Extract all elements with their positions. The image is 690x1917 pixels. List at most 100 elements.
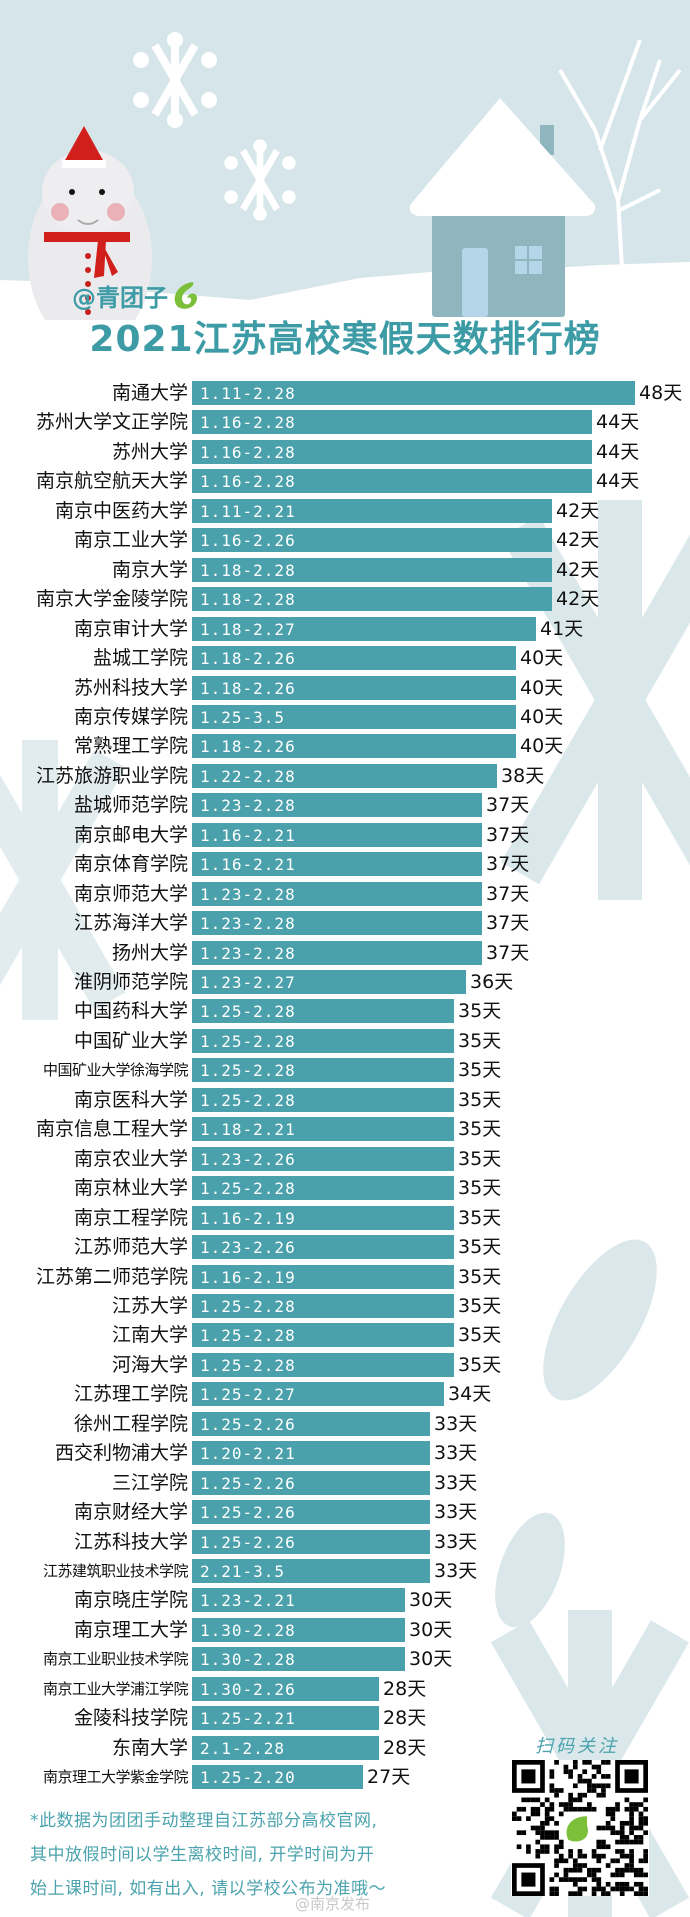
date-range-label: 1.18-2.21 [200,1120,296,1140]
bar [192,1323,454,1348]
school-name: 河海大学 [111,1353,188,1376]
bar-row: 南京医科大学 1.25-2.28 35天 [0,1087,690,1112]
bar-row: 江苏建筑职业技术学院 2.21-3.5 33天 [0,1559,690,1583]
days-unit: 天 [580,558,600,581]
bar [192,1617,405,1642]
school-name: 南京理工大学紫金学院 [42,1768,189,1787]
bar [192,734,516,759]
school-name: 江苏理工学院 [73,1383,188,1406]
bar [192,646,516,671]
days-value: 33 [434,1560,459,1582]
days-label: 38天 [501,764,544,788]
date-range-label: 1.11-2.21 [200,501,296,521]
days-value: 37 [486,794,511,817]
days-value: 30 [409,1648,434,1671]
days-value: 44 [596,440,621,463]
school-name: 江苏建筑职业技术学院 [42,1562,189,1580]
date-range-label: 1.25-2.26 [200,1503,296,1523]
school-name: 徐州工程学院 [73,1412,188,1435]
days-label: 28天 [383,1736,426,1760]
days-label: 35天 [458,1117,501,1141]
days-value: 33 [434,1530,459,1553]
bar-row: 南京大学金陵学院 1.18-2.28 42天 [0,587,690,612]
days-label: 28天 [383,1706,426,1730]
date-range-label: 1.25-2.28 [200,1031,296,1051]
bar [192,763,497,788]
days-value: 33 [434,1471,459,1494]
date-range-label: 1.25-2.28 [200,1090,296,1110]
days-label: 35天 [458,1147,501,1171]
school-name: 南京传媒学院 [73,705,188,728]
days-value: 37 [486,882,511,905]
bar [192,1087,454,1112]
days-label: 35天 [458,1206,501,1230]
bar-row: 徐州工程学院 1.25-2.26 33天 [0,1411,690,1436]
school-name: 中国矿业大学 [73,1029,188,1052]
days-value: 42 [556,529,581,552]
days-value: 35 [458,1088,483,1111]
header-illustration [0,32,690,320]
bar [192,1382,444,1407]
date-range-label: 1.25-2.28 [200,1061,296,1081]
days-unit: 天 [510,853,530,876]
date-range-label: 1.25-2.28 [200,1002,296,1022]
days-value: 35 [458,1029,483,1052]
days-label: 35天 [458,1176,501,1200]
days-unit: 天 [433,1648,453,1671]
days-unit: 天 [458,1412,478,1435]
school-name: 江苏海洋大学 [73,912,188,935]
school-name: 南京体育学院 [73,853,188,876]
days-value: 35 [458,1236,483,1259]
watermark: @南京发布 [295,1895,371,1913]
bar [192,587,552,612]
bar-row: 南京工业大学浦江学院 1.30-2.26 28天 [0,1676,690,1701]
leaf-logo-icon [174,282,197,309]
date-range-label: 1.18-2.28 [200,590,296,610]
days-value: 38 [501,764,526,787]
bar [192,1765,363,1790]
school-name: 东南大学 [111,1736,188,1759]
days-label: 33天 [434,1412,477,1436]
qr-code[interactable] [511,1760,649,1896]
days-unit: 天 [482,1353,502,1376]
school-name: 江苏师范大学 [73,1236,188,1259]
date-range-label: 1.18-2.27 [200,619,296,639]
date-range-label: 1.23-2.28 [200,796,296,816]
days-unit: 天 [620,411,640,434]
school-name: 南京中医药大学 [54,499,188,522]
bar [192,498,552,523]
school-name: 江苏旅游职业学院 [35,764,188,787]
bar [192,704,516,729]
days-label: 44天 [596,469,639,493]
days-unit: 天 [580,529,600,552]
school-name: 盐城工学院 [92,647,188,670]
days-value: 40 [520,705,545,728]
date-range-label: 1.16-2.19 [200,1267,296,1287]
days-unit: 天 [482,1118,502,1141]
school-name: 南京晓庄学院 [73,1589,188,1612]
days-value: 41 [540,617,565,640]
days-unit: 天 [525,764,545,787]
days-unit: 天 [564,617,584,640]
bar-row: 苏州科技大学 1.18-2.26 40天 [0,675,690,700]
bar-row: 江苏海洋大学 1.23-2.28 37天 [0,911,690,936]
days-unit: 天 [510,823,530,846]
bar [192,1676,379,1701]
date-range-label: 1.25-2.27 [200,1385,296,1405]
school-name: 南京邮电大学 [73,823,188,846]
bar-row: 南京邮电大学 1.16-2.21 37天 [0,822,690,847]
days-label: 35天 [458,1294,501,1318]
bar-row: 南京工业大学 1.16-2.26 42天 [0,528,690,553]
days-value: 42 [556,499,581,522]
bar-row: 江苏科技大学 1.25-2.26 33天 [0,1529,690,1554]
days-value: 34 [448,1383,473,1406]
days-value: 40 [520,735,545,758]
date-range-label: 1.23-2.28 [200,914,296,934]
bar-row: 苏州大学 1.16-2.28 44天 [0,439,690,464]
school-name: 南京工程学院 [73,1206,188,1229]
bar-row: 南京信息工程大学 1.18-2.21 35天 [0,1117,690,1142]
bar [192,1293,454,1318]
days-unit: 天 [407,1736,427,1759]
school-name: 常熟理工学院 [73,735,188,758]
school-name: 南京大学 [111,558,188,581]
